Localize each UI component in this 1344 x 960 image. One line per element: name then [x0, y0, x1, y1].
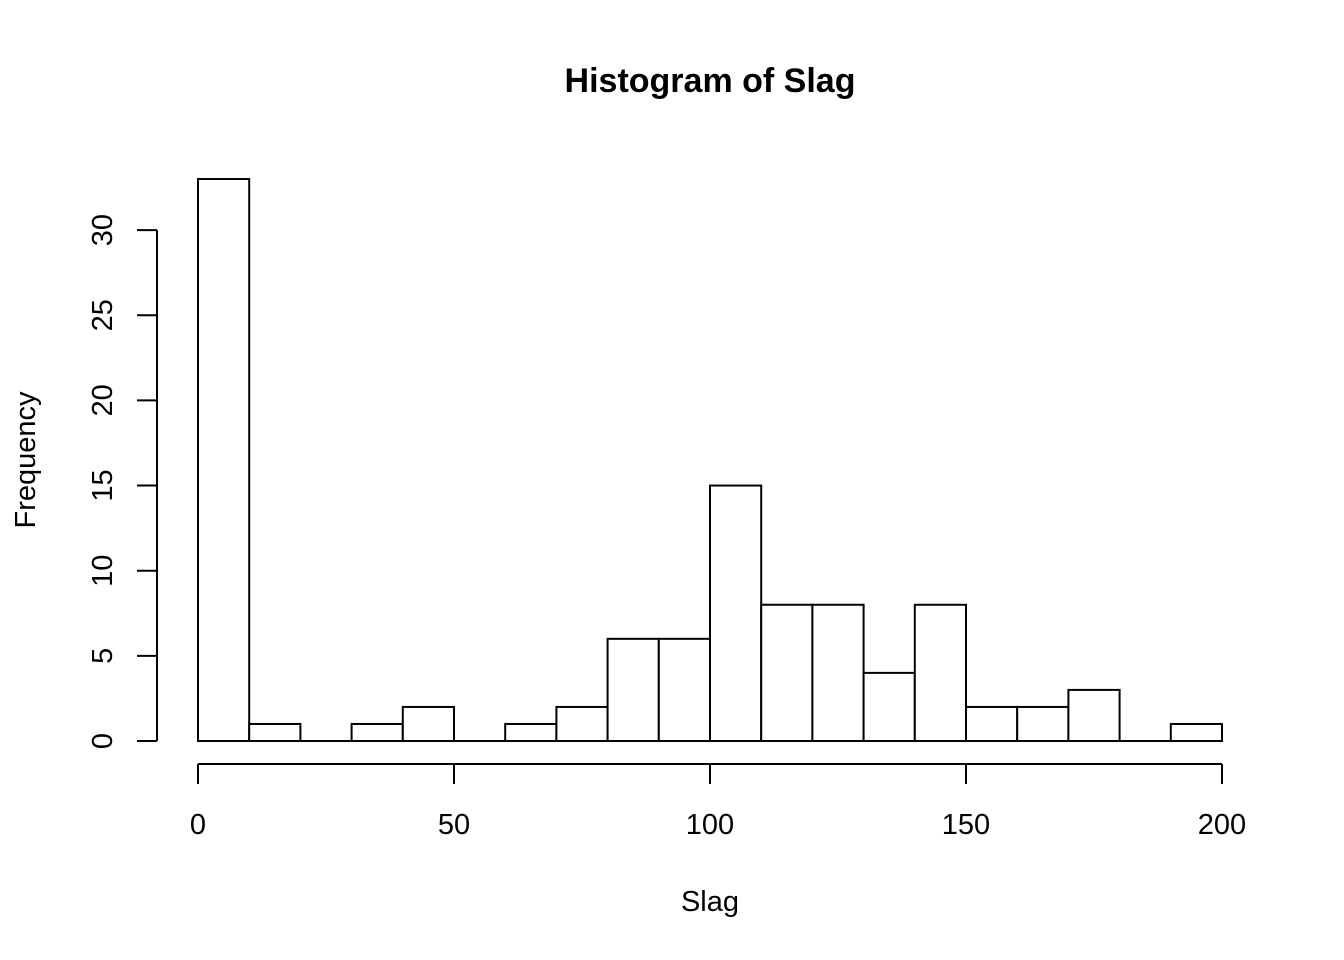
histogram-bar-10 — [709, 484, 763, 742]
histogram-bar-7 — [555, 705, 609, 743]
histogram-bar-3 — [350, 722, 404, 742]
x-tick-label-100: 100 — [686, 809, 734, 841]
histogram-bar-17 — [1067, 688, 1121, 742]
chart-title: Histogram of Slag — [565, 62, 856, 100]
histogram-bar-1 — [248, 722, 302, 742]
histogram-bar-0 — [197, 178, 251, 742]
histogram-bar-16 — [1016, 705, 1070, 743]
y-tick-label-0: 0 — [87, 733, 119, 749]
histogram-bar-15 — [965, 705, 1019, 743]
histogram-bar-6 — [504, 722, 558, 742]
bars-group — [197, 178, 1224, 743]
histogram-bar-14 — [913, 603, 967, 743]
histogram-bar-9 — [657, 637, 711, 743]
histogram-bar-12 — [811, 603, 865, 743]
histogram-bar-19 — [1169, 722, 1224, 742]
x-tick-label-150: 150 — [942, 809, 990, 841]
x-axis: 0 50 100 150 200 — [190, 763, 1246, 841]
histogram-bar-4 — [401, 705, 455, 743]
histogram-bar-13 — [862, 671, 916, 743]
y-tick-label-20: 20 — [87, 384, 119, 416]
x-axis-label: Slag — [681, 886, 739, 918]
y-tick-label-10: 10 — [87, 555, 119, 587]
x-tick-label-0: 0 — [190, 809, 206, 841]
y-tick-label-15: 15 — [87, 469, 119, 501]
y-tick-label-30: 30 — [87, 214, 119, 246]
x-tick-label-50: 50 — [438, 809, 470, 841]
histogram-bar-8 — [606, 637, 660, 743]
y-tick-label-5: 5 — [87, 648, 119, 664]
histogram-bar-11 — [760, 603, 814, 743]
x-tick-label-200: 200 — [1198, 809, 1246, 841]
y-axis: 0 5 10 15 20 25 30 — [87, 214, 158, 749]
y-tick-label-25: 25 — [87, 299, 119, 331]
y-axis-label: Frequency — [10, 391, 42, 529]
